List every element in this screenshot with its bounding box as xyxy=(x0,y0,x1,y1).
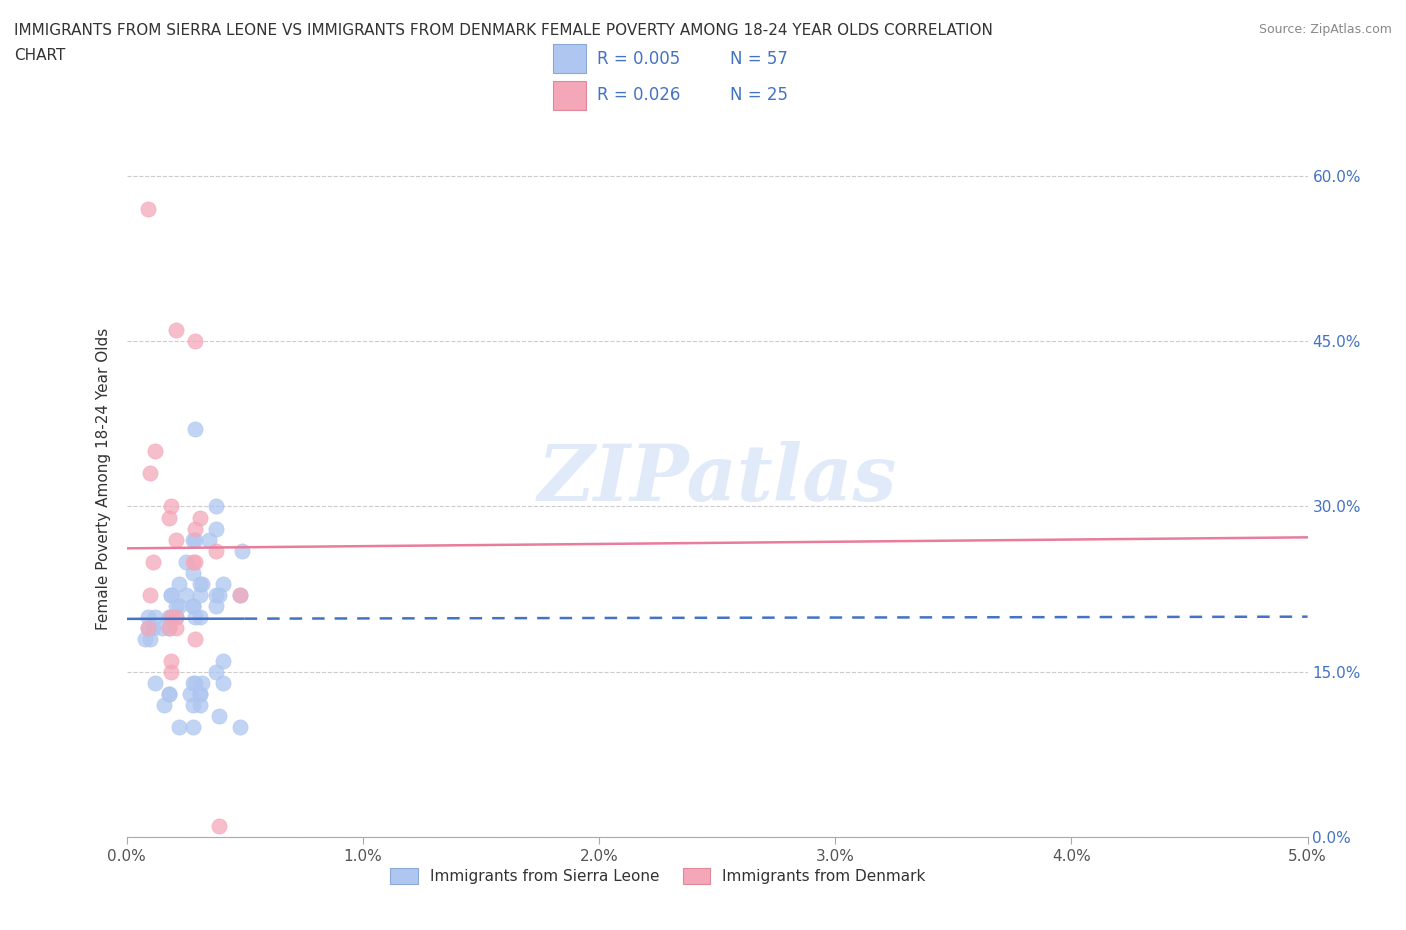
Y-axis label: Female Poverty Among 18-24 Year Olds: Female Poverty Among 18-24 Year Olds xyxy=(96,328,111,631)
Point xyxy=(160,587,183,602)
Point xyxy=(150,620,173,635)
Point xyxy=(157,620,180,635)
Point xyxy=(157,609,180,624)
Point xyxy=(184,532,207,547)
Point xyxy=(160,609,183,624)
Point xyxy=(208,709,231,724)
Point xyxy=(139,631,162,646)
Point xyxy=(143,675,166,690)
Point xyxy=(184,422,207,437)
Point xyxy=(160,664,183,679)
Point xyxy=(160,499,183,514)
Point xyxy=(139,466,162,481)
Text: Source: ZipAtlas.com: Source: ZipAtlas.com xyxy=(1258,23,1392,36)
Text: R = 0.026: R = 0.026 xyxy=(598,86,681,104)
Legend: Immigrants from Sierra Leone, Immigrants from Denmark: Immigrants from Sierra Leone, Immigrants… xyxy=(384,862,932,890)
Point xyxy=(191,675,214,690)
Point xyxy=(208,587,231,602)
Point xyxy=(143,609,166,624)
Point xyxy=(167,577,190,591)
Point xyxy=(153,698,176,712)
Point xyxy=(165,323,187,338)
Point xyxy=(229,720,252,735)
Point xyxy=(184,334,207,349)
Point xyxy=(157,510,180,525)
Point xyxy=(181,598,204,613)
Point xyxy=(174,587,197,602)
Point xyxy=(191,577,214,591)
Point xyxy=(188,609,211,624)
Point xyxy=(157,686,180,701)
Point xyxy=(184,554,207,569)
Point xyxy=(181,532,204,547)
Point xyxy=(184,521,207,536)
Point xyxy=(143,444,166,458)
Text: N = 25: N = 25 xyxy=(730,86,789,104)
Point xyxy=(157,620,180,635)
Point xyxy=(184,631,207,646)
Point xyxy=(198,532,221,547)
Point xyxy=(165,532,187,547)
Point xyxy=(188,686,211,701)
FancyBboxPatch shape xyxy=(553,45,586,73)
Point xyxy=(184,675,207,690)
Text: N = 57: N = 57 xyxy=(730,49,789,68)
Point xyxy=(174,554,197,569)
Point xyxy=(205,664,228,679)
Point xyxy=(181,598,204,613)
Point xyxy=(141,620,163,635)
Point xyxy=(136,620,159,635)
Point xyxy=(167,598,190,613)
FancyBboxPatch shape xyxy=(553,82,586,110)
Point xyxy=(181,565,204,580)
Point xyxy=(229,587,252,602)
Point xyxy=(231,543,253,558)
Point xyxy=(141,554,163,569)
Point xyxy=(212,653,235,668)
Point xyxy=(181,720,204,735)
Point xyxy=(160,653,183,668)
Point xyxy=(188,510,211,525)
Point xyxy=(136,620,159,635)
Point xyxy=(205,521,228,536)
Point xyxy=(208,818,231,833)
Point xyxy=(188,698,211,712)
Point xyxy=(167,720,190,735)
Text: R = 0.005: R = 0.005 xyxy=(598,49,681,68)
Point xyxy=(136,202,159,217)
Point xyxy=(205,598,228,613)
Point xyxy=(181,554,204,569)
Point xyxy=(165,609,187,624)
Point xyxy=(229,587,252,602)
Point xyxy=(160,587,183,602)
Point xyxy=(160,609,183,624)
Text: IMMIGRANTS FROM SIERRA LEONE VS IMMIGRANTS FROM DENMARK FEMALE POVERTY AMONG 18-: IMMIGRANTS FROM SIERRA LEONE VS IMMIGRAN… xyxy=(14,23,993,38)
Point xyxy=(205,587,228,602)
Text: CHART: CHART xyxy=(14,48,66,63)
Point xyxy=(212,675,235,690)
Point xyxy=(165,609,187,624)
Point xyxy=(165,598,187,613)
Point xyxy=(139,587,162,602)
Point xyxy=(134,631,156,646)
Point xyxy=(181,698,204,712)
Point xyxy=(165,620,187,635)
Point xyxy=(188,587,211,602)
Point xyxy=(181,675,204,690)
Point xyxy=(179,686,201,701)
Point xyxy=(188,577,211,591)
Point xyxy=(184,609,207,624)
Point xyxy=(157,686,180,701)
Point xyxy=(136,609,159,624)
Point xyxy=(212,577,235,591)
Point xyxy=(205,499,228,514)
Text: ZIPatlas: ZIPatlas xyxy=(537,441,897,517)
Point xyxy=(188,686,211,701)
Point xyxy=(205,543,228,558)
